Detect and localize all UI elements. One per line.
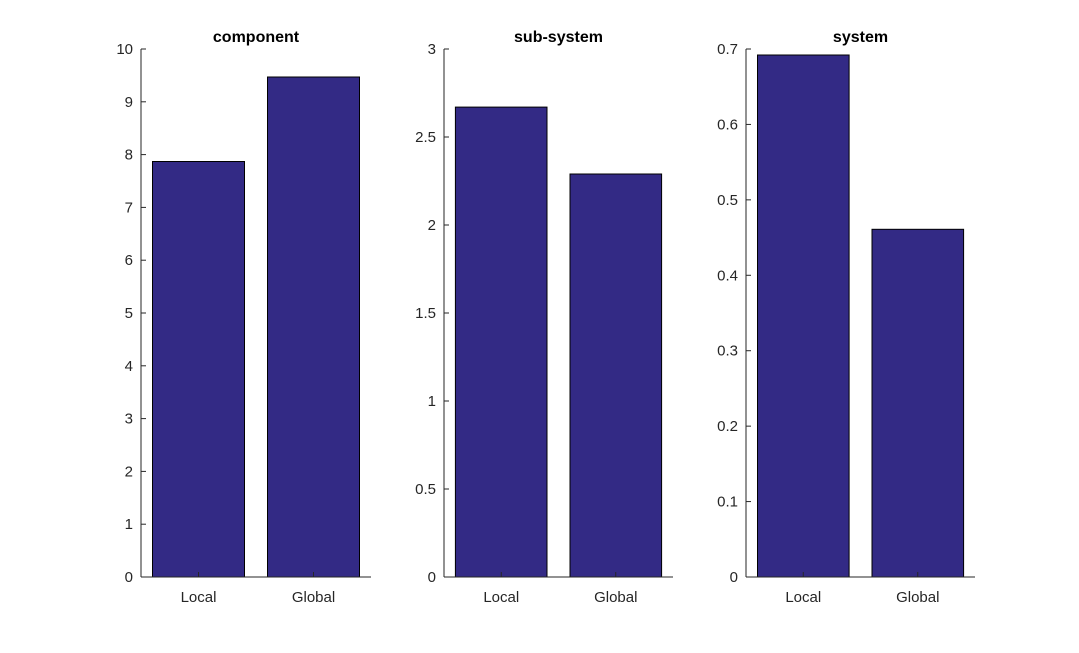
y-tick-label: 4 bbox=[125, 358, 133, 375]
y-tick-label: 0.5 bbox=[717, 192, 738, 209]
y-tick-label: 2 bbox=[428, 217, 436, 234]
y-tick-label: 6 bbox=[125, 252, 133, 269]
subplot-title: sub-system bbox=[514, 29, 603, 46]
bar-local bbox=[757, 54, 850, 578]
y-tick-label: 0.2 bbox=[717, 418, 738, 435]
bar-local bbox=[152, 161, 245, 578]
y-tick-label: 0.4 bbox=[717, 267, 738, 284]
y-tick-label: 1 bbox=[428, 393, 436, 410]
x-tick-label-global: Global bbox=[292, 589, 335, 606]
x-tick-label-local: Local bbox=[181, 589, 217, 606]
y-tick-label: 3 bbox=[428, 41, 436, 58]
y-tick-label: 3 bbox=[125, 411, 133, 428]
y-tick-label: 5 bbox=[125, 305, 133, 322]
y-tick-label: 1 bbox=[125, 516, 133, 533]
bar-global bbox=[267, 76, 360, 578]
bar-global bbox=[569, 173, 663, 578]
x-tick-label-local: Local bbox=[785, 589, 821, 606]
y-tick-label: 2 bbox=[125, 463, 133, 480]
subplot-system: 0 0.1 0.2 0.3 0.4 0.5 0.6 0.7 Local Global system bbox=[717, 29, 975, 606]
subplot-component: 0 1 2 3 4 5 6 7 8 9 10 Local Global component bbox=[116, 29, 371, 606]
y-tick-label: 10 bbox=[116, 41, 133, 58]
subplot-title: system bbox=[833, 29, 888, 46]
y-tick-label: 0 bbox=[428, 569, 436, 586]
y-tick-label: 7 bbox=[125, 199, 133, 216]
y-tick-label: 1.5 bbox=[415, 305, 436, 322]
y-tick-label: 0.7 bbox=[717, 41, 738, 58]
bar-global bbox=[871, 228, 965, 578]
y-tick-label: 0.6 bbox=[717, 116, 738, 133]
subplot-title: component bbox=[213, 29, 300, 46]
x-tick-label-global: Global bbox=[594, 589, 637, 606]
y-tick-label: 0.1 bbox=[717, 494, 738, 511]
y-tick-label: 0 bbox=[730, 569, 738, 586]
x-tick-label-global: Global bbox=[896, 589, 939, 606]
y-tick-label: 2.5 bbox=[415, 129, 436, 146]
bar-local bbox=[454, 106, 548, 578]
x-tick-label-local: Local bbox=[483, 589, 519, 606]
y-tick-label: 9 bbox=[125, 94, 133, 111]
y-tick-label: 0.5 bbox=[415, 481, 436, 498]
y-tick-label: 0 bbox=[125, 569, 133, 586]
subplot-sub-system: 0 0.5 1 1.5 2 2.5 3 Local Global sub-system bbox=[415, 29, 673, 606]
y-tick-label: 0.3 bbox=[717, 343, 738, 360]
y-tick-label: 8 bbox=[125, 147, 133, 164]
